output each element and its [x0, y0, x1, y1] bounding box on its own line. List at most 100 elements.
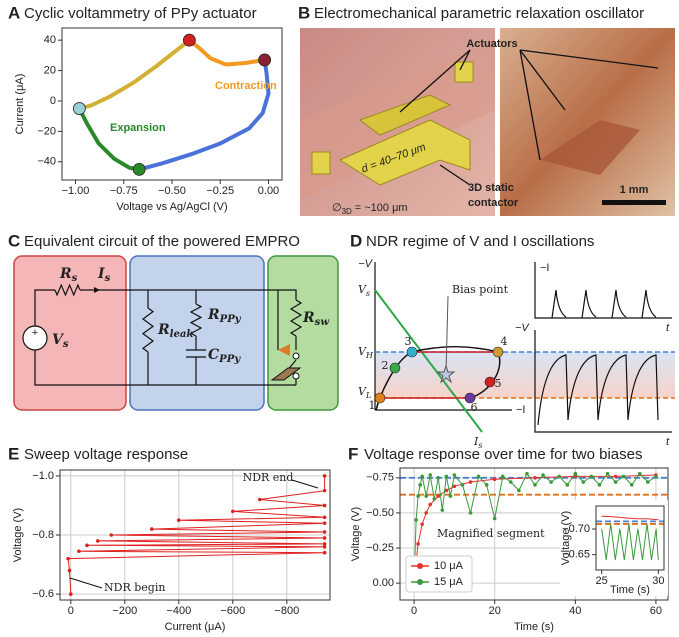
axis-label: t	[666, 436, 670, 448]
x-tick-label: 60	[650, 605, 662, 617]
y-tick-label: −0.75	[366, 472, 394, 484]
x-tick-label: 30	[652, 575, 664, 587]
state-number: 6	[471, 401, 478, 414]
data-point	[549, 480, 553, 484]
circuit-label-sub: PPy	[219, 314, 242, 325]
level-label-sub: H	[365, 351, 374, 360]
data-point	[614, 475, 618, 479]
level-label: VL	[358, 385, 371, 400]
data-point	[77, 549, 81, 553]
actuator-tip	[455, 62, 473, 82]
data-point	[323, 515, 327, 519]
annotation: NDR end	[243, 471, 294, 484]
data-point	[177, 518, 181, 522]
x-axis-label: Time (s)	[610, 584, 650, 596]
data-point	[630, 483, 634, 487]
data-point	[231, 510, 235, 514]
level-label-sub: s	[366, 289, 370, 298]
panel-letter: B	[298, 3, 310, 22]
circuit-label-sub: s	[105, 273, 111, 284]
hysteresis-band	[375, 352, 675, 398]
label-sub: 3D	[342, 207, 352, 216]
scale-bar	[602, 200, 666, 205]
data-point	[598, 483, 602, 487]
circuit-label-sub: s	[63, 339, 69, 350]
data-point	[501, 475, 505, 479]
x-tick-label: −0.50	[158, 185, 186, 197]
state-point	[407, 347, 417, 357]
level-label: VH	[358, 345, 374, 360]
data-point	[424, 494, 428, 498]
label: contactor	[468, 197, 519, 209]
x-tick-label: −0.25	[206, 185, 234, 197]
data-point	[66, 557, 70, 561]
data-point	[565, 483, 569, 487]
y-tick-label: 20	[44, 64, 56, 76]
data-point	[432, 497, 436, 501]
data-point	[85, 544, 89, 548]
data-point	[606, 472, 610, 476]
data-point	[638, 472, 642, 476]
cv-marker	[183, 34, 195, 46]
data-point	[557, 475, 561, 479]
data-point	[96, 539, 100, 543]
data-point	[414, 518, 418, 522]
y-axis-label: Voltage (V)	[12, 508, 24, 562]
photo-micrograph	[500, 28, 675, 216]
panel-title: Sweep voltage response	[24, 446, 188, 463]
actuator-tip	[312, 152, 330, 174]
data-point	[428, 473, 432, 477]
label: Actuators	[466, 38, 517, 50]
label-main: ∅	[332, 202, 342, 214]
annotation: Bias point	[452, 283, 509, 296]
circuit-label-sub: leak	[170, 328, 194, 340]
data-point	[525, 472, 529, 476]
data-point	[541, 473, 545, 477]
x-tick-label: 20	[489, 605, 501, 617]
y-tick-label: −20	[37, 125, 56, 137]
data-point	[517, 489, 521, 493]
y-axis-label: Voltage (V)	[560, 511, 572, 565]
circuit-label-sub: sw	[315, 317, 330, 328]
source-polarity: +	[32, 327, 38, 339]
figure: ACyclic voltammetry of PPy actuator−1.00…	[0, 0, 679, 637]
data-point	[416, 494, 420, 498]
data-point	[485, 483, 489, 487]
panel-letter: F	[348, 444, 358, 463]
panel-title: Equivalent circuit of the powered EMPRO	[24, 233, 300, 250]
data-point	[646, 480, 650, 484]
circuit-label-main: R	[207, 307, 220, 323]
state-point	[375, 393, 385, 403]
axis-label: −I	[540, 262, 549, 274]
data-point	[493, 477, 497, 481]
circuit-label-main: R	[59, 266, 72, 282]
data-point	[582, 480, 586, 484]
level-label: Vs	[358, 283, 370, 298]
data-point	[323, 474, 327, 478]
data-point	[461, 483, 465, 487]
state-point	[390, 363, 400, 373]
switch-contact	[293, 353, 299, 359]
data-point	[453, 473, 457, 477]
y-tick-label: −0.8	[32, 529, 54, 541]
panel-title: Cyclic voltammetry of PPy actuator	[24, 5, 257, 22]
x-axis-label: Current (μA)	[165, 621, 226, 633]
panel-letter: C	[8, 231, 20, 250]
state-point	[485, 377, 495, 387]
cv-marker	[73, 103, 85, 115]
data-point	[469, 480, 473, 484]
x-axis-label: Voltage vs Ag/AgCl (V)	[116, 201, 227, 213]
data-point	[590, 475, 594, 479]
circuit-label-main: C	[208, 347, 219, 363]
cv-marker	[133, 163, 145, 175]
data-point	[416, 542, 420, 546]
state-number: 5	[495, 377, 502, 390]
data-point	[445, 475, 449, 479]
x-tick-label: −1.00	[62, 185, 90, 197]
y-tick-label: −1.0	[32, 470, 54, 482]
x-tick-label: 25	[596, 575, 608, 587]
data-point	[420, 475, 424, 479]
data-point	[323, 521, 327, 525]
switch-contact	[293, 373, 299, 379]
y-tick-label: 0	[50, 95, 56, 107]
